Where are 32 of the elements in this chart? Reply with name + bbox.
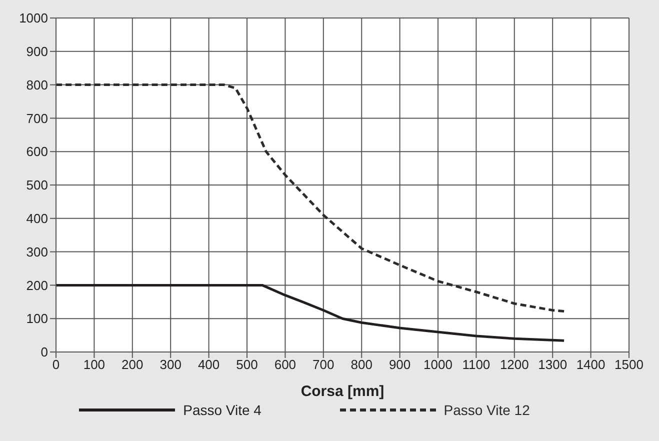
x-tick-label: 800 bbox=[350, 357, 372, 372]
x-tick-label: 500 bbox=[236, 357, 258, 372]
x-tick-label: 600 bbox=[274, 357, 296, 372]
y-tick-label: 100 bbox=[26, 311, 48, 326]
x-axis-title: Corsa [mm] bbox=[300, 383, 384, 400]
y-tick-label: 400 bbox=[26, 211, 48, 226]
y-tick-label: 900 bbox=[26, 44, 48, 60]
y-tick-label: 500 bbox=[26, 178, 48, 193]
x-tick-label: 900 bbox=[388, 357, 411, 372]
y-tick-label: 200 bbox=[26, 278, 48, 293]
x-tick-label: 1300 bbox=[538, 357, 568, 372]
x-tick-label: 200 bbox=[122, 357, 144, 372]
x-tick-label: 700 bbox=[312, 357, 334, 372]
line-series bbox=[56, 284, 566, 342]
text: Passo Vite 12 bbox=[444, 402, 530, 418]
x-tick-label: 100 bbox=[83, 357, 106, 372]
y-tick-label: 300 bbox=[26, 244, 48, 260]
x-tick-label: 1500 bbox=[614, 357, 644, 372]
x-tick-label: 1400 bbox=[576, 357, 606, 372]
x-tick-label: 400 bbox=[198, 357, 220, 372]
text: Passo Vite 4 bbox=[183, 402, 262, 418]
y-tick-label: 1000 bbox=[19, 10, 48, 26]
y-tick-label: 0 bbox=[40, 344, 48, 360]
x-tick-label: 300 bbox=[160, 357, 182, 372]
y-tick-label: 600 bbox=[26, 144, 48, 160]
x-tick-label: 1100 bbox=[462, 357, 490, 372]
x-tick-label: 1200 bbox=[500, 357, 529, 372]
x-tick-label: 1000 bbox=[424, 357, 452, 372]
y-tick-label: 700 bbox=[26, 110, 48, 126]
y-tick-label: 800 bbox=[26, 77, 48, 92]
line-series bbox=[56, 84, 566, 312]
x-tick-label: 0 bbox=[52, 357, 60, 372]
